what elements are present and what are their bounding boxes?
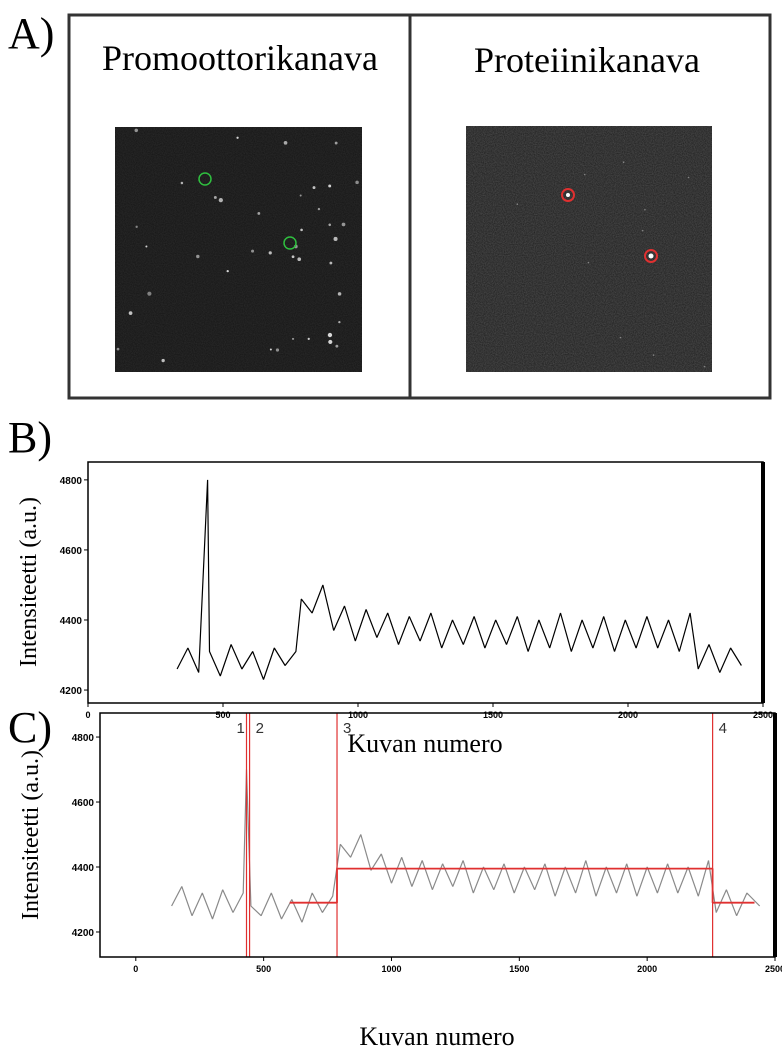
spot <box>652 354 655 356</box>
spot <box>317 207 321 211</box>
spots <box>116 128 706 368</box>
panel-a: A) Promoottorikanava Proteiinikanava <box>8 9 772 400</box>
spot <box>226 269 229 273</box>
spot <box>329 261 333 265</box>
spot <box>134 128 138 133</box>
spot <box>328 223 332 227</box>
spot <box>275 348 280 352</box>
event-label: 2 <box>256 720 264 737</box>
spot <box>236 136 239 139</box>
series-line <box>289 867 755 904</box>
x-tick-label: 1000 <box>348 710 368 720</box>
spot <box>251 249 255 253</box>
frame <box>67 13 772 400</box>
spot <box>328 184 332 188</box>
spot <box>328 339 333 345</box>
event-label: 3 <box>343 720 351 737</box>
spot <box>648 253 654 259</box>
series-line <box>176 479 742 680</box>
x-tick-label: 2000 <box>637 964 657 974</box>
spot <box>135 225 138 229</box>
x-tick-label: 500 <box>215 710 230 720</box>
spot <box>337 292 342 296</box>
x-tick-label: 500 <box>256 964 271 974</box>
spot <box>566 193 570 197</box>
spot <box>297 257 302 262</box>
spot <box>269 348 272 351</box>
spot <box>196 254 200 259</box>
spot <box>338 321 341 324</box>
spot-circle <box>198 172 212 186</box>
panel-label: B) <box>8 413 52 462</box>
image-title: Proteiinikanava <box>474 40 700 80</box>
y-axis-label: Intensiteetti (a.u.) <box>18 750 44 920</box>
image-noise <box>115 127 362 372</box>
x-axis-label: Kuvan numero <box>347 729 502 758</box>
spot <box>213 196 217 199</box>
spot <box>644 208 646 211</box>
spot-circle <box>283 236 297 250</box>
spot-circle <box>561 188 575 202</box>
spot <box>583 173 586 176</box>
x-tick-label: 2000 <box>618 710 638 720</box>
spot-circle <box>644 249 658 263</box>
y-axis-label: Intensiteetti (a.u.) <box>16 497 42 667</box>
spot <box>333 236 338 242</box>
spot <box>257 212 261 215</box>
y-tick-label: 4800 <box>60 476 83 487</box>
spot <box>619 336 622 339</box>
spot <box>218 198 223 203</box>
y-tick-label: 4400 <box>60 616 83 627</box>
spot <box>291 255 295 259</box>
spot <box>312 186 316 190</box>
y-tick-label: 4200 <box>72 928 95 939</box>
panel-label: A) <box>8 9 54 58</box>
spot <box>334 141 338 145</box>
spot <box>180 181 184 185</box>
spot <box>307 337 310 340</box>
x-tick-label: 0 <box>85 710 90 720</box>
event-label: 4 <box>719 720 727 737</box>
spot <box>355 180 359 185</box>
y-tick-label: 4600 <box>60 546 83 557</box>
spot <box>641 229 644 232</box>
spot <box>341 222 346 227</box>
spot <box>687 176 690 179</box>
x-tick-label: 2500 <box>765 964 782 974</box>
spot <box>128 311 133 315</box>
x-axis-label: Kuvan numero <box>359 1022 514 1051</box>
x-tick-label: 1500 <box>483 710 503 720</box>
spot <box>299 194 302 197</box>
series-line <box>171 769 761 923</box>
spot <box>622 161 625 164</box>
plot-frame <box>87 461 764 704</box>
panel-label: C) <box>8 703 52 752</box>
spot <box>703 365 706 368</box>
spot <box>145 245 148 248</box>
image-title: Promoottorikanava <box>102 38 378 78</box>
spot <box>587 261 590 264</box>
y-tick-label: 4200 <box>60 686 83 697</box>
spot <box>268 251 272 255</box>
spot <box>335 344 339 348</box>
x-tick-label: 1000 <box>381 964 401 974</box>
x-tick-label: 1500 <box>509 964 529 974</box>
event-label: 1 <box>237 720 245 737</box>
spot <box>147 291 152 296</box>
x-tick-label: 0 <box>133 964 138 974</box>
spot <box>300 228 303 232</box>
x-tick-label: 2500 <box>753 710 773 720</box>
spot <box>161 358 165 363</box>
spot <box>116 347 120 351</box>
spot <box>516 203 519 205</box>
spot <box>283 141 288 145</box>
spot <box>327 332 333 338</box>
y-tick-label: 4800 <box>72 733 95 744</box>
y-tick-label: 4400 <box>72 863 95 874</box>
spot <box>291 337 295 340</box>
y-tick-label: 4600 <box>72 798 95 809</box>
image-noise <box>466 126 712 372</box>
